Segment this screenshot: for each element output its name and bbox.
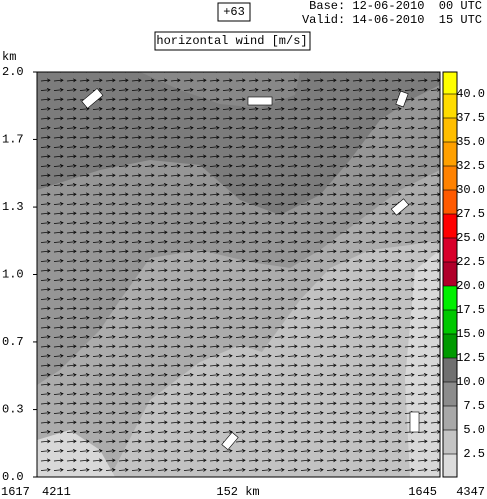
forecast-box [217,2,251,22]
colorbar-band [443,310,457,334]
valid-time: Valid: 14-06-2010 15 UTC [302,13,482,27]
colorbar-band [443,166,457,190]
colorbar-band [443,262,457,286]
colorbar-label: 7.5 [463,399,485,413]
chart-title: horizontal wind [m/s] [156,34,307,48]
colorbar-label: 15.0 [456,327,485,341]
colorbar-band [443,454,457,477]
colorbar-band [443,334,457,358]
title-box [154,31,311,51]
colorbar-label: 2.5 [463,447,485,461]
colorbar-band [443,286,457,310]
x-label: 1645 [408,485,437,499]
colorbar-band [443,430,457,454]
x-label: 4347 [456,485,485,499]
colorbar-band [443,94,457,118]
colorbar-band [443,382,457,406]
colorbar-band [443,142,457,166]
colorbar-band [443,118,457,142]
y-tick-label: 0.3 [2,403,24,417]
y-tick-label: 0.7 [2,335,24,349]
y-tick-label: 2.0 [2,65,24,79]
y-tick-label: 1.7 [2,133,24,147]
colorbar-label: 12.5 [456,351,485,365]
colorbar-band [443,190,457,214]
base-time: Base: 12-06-2010 00 UTC [309,0,482,13]
y-axis-label: km [2,50,16,64]
colorbar-label: 10.0 [456,375,485,389]
x-label: 4211 [42,485,71,499]
colorbar-label: 40.0 [456,87,485,101]
x-label: 152 km [216,485,259,499]
forecast-hour: +63 [223,5,245,19]
y-tick-label: 0.0 [2,470,24,484]
colorbar-label: 22.5 [456,255,485,269]
colorbar-band [443,406,457,430]
colorbar-band [443,214,457,238]
colorbar-label: 30.0 [456,183,485,197]
x-label: 1617 [1,485,30,499]
colorbar-label: 17.5 [456,303,485,317]
colorbar-frame [442,71,458,478]
colorbar-band [443,238,457,262]
colorbar-band [443,72,457,94]
colorbar-label: 27.5 [456,207,485,221]
colorbar-band [443,358,457,382]
colorbar-label: 5.0 [463,423,485,437]
colorbar-label: 35.0 [456,135,485,149]
colorbar-label: 20.0 [456,279,485,293]
colorbar-label: 25.0 [456,231,485,245]
y-tick-label: 1.3 [2,200,24,214]
colorbar-label: 32.5 [456,159,485,173]
colorbar-label: 37.5 [456,111,485,125]
shaded-field [37,72,440,477]
y-tick-label: 1.0 [2,268,24,282]
